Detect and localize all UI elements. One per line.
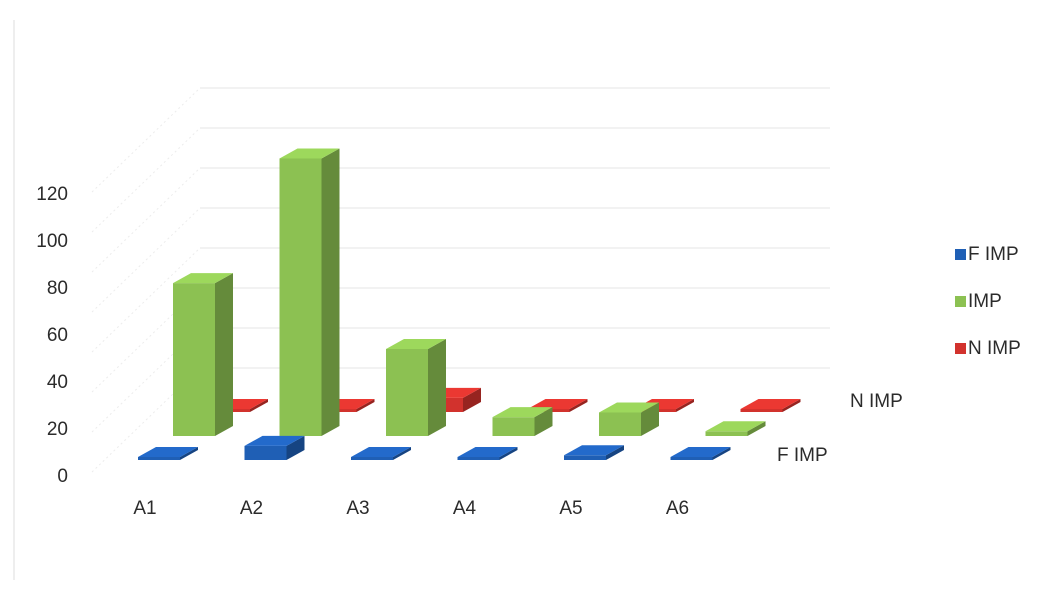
bar-side xyxy=(534,407,553,436)
bar-top xyxy=(492,407,553,418)
depth-axis-label: F IMP xyxy=(777,445,828,466)
bar-front xyxy=(173,283,215,436)
bar-front xyxy=(138,457,180,460)
gridline-side xyxy=(91,127,201,233)
bar-imp-a2 xyxy=(279,148,340,437)
depth-axis-label: N IMP xyxy=(850,391,903,412)
legend-item: N IMP xyxy=(955,338,1021,359)
bar-imp-a4 xyxy=(492,407,553,436)
legend-label: F IMP xyxy=(968,244,1019,265)
bar-side xyxy=(782,399,801,412)
bar-front xyxy=(244,445,287,460)
bar-front xyxy=(705,431,748,436)
legend-label: N IMP xyxy=(968,338,1021,359)
bar-front xyxy=(386,348,428,436)
bar-side xyxy=(641,402,659,436)
gridline-side xyxy=(91,167,201,273)
bar-top xyxy=(457,447,518,457)
y-tick-label: 20 xyxy=(47,419,68,440)
y-tick-label: 100 xyxy=(36,231,68,252)
x-tick-label: A2 xyxy=(240,498,263,519)
y-tick-label: 120 xyxy=(36,184,68,205)
bar-f-imp-a6 xyxy=(670,447,731,460)
bar-side xyxy=(499,447,518,460)
bar-side xyxy=(180,447,198,460)
bar-top xyxy=(138,447,198,457)
legend-swatch xyxy=(955,249,966,260)
bar-front xyxy=(740,409,783,412)
legend-swatch xyxy=(955,343,966,354)
bar-front xyxy=(599,412,641,436)
bar-imp-a6 xyxy=(705,421,766,436)
bar-f-imp-a2 xyxy=(244,435,305,460)
legend: F IMP IMP N IMP xyxy=(955,244,1021,359)
bar-front xyxy=(670,457,713,460)
bar-front xyxy=(279,158,322,437)
x-tick-label: A3 xyxy=(346,498,369,519)
bar-side xyxy=(569,399,588,412)
bar-top xyxy=(564,445,624,456)
bar-imp-a5 xyxy=(599,402,659,436)
y-tick-label: 60 xyxy=(47,325,68,346)
bar-side xyxy=(428,338,446,436)
bar-front xyxy=(351,457,393,460)
bar-f-imp-a1 xyxy=(138,447,198,460)
bar-side xyxy=(606,445,624,460)
bar-top xyxy=(173,273,233,284)
labels: 0 20 40 60 80 100 120 A1 A2 A3 A4 A5 A6 N IMP F IMP xyxy=(36,184,902,519)
bar-side xyxy=(676,399,694,412)
y-tick-label: 80 xyxy=(47,278,68,299)
x-tick-label: A1 xyxy=(133,498,156,519)
bar-side xyxy=(747,421,766,436)
y-tick-label: 40 xyxy=(47,372,68,393)
legend-item: IMP xyxy=(955,291,1002,312)
bar-imp-a3 xyxy=(386,338,446,436)
bar-f-imp-a4 xyxy=(457,447,518,460)
bar-front xyxy=(492,417,535,436)
bar-side xyxy=(393,447,411,460)
bar-side xyxy=(356,399,375,412)
bar-side xyxy=(463,387,481,412)
bar-front xyxy=(457,457,500,460)
legend-item: F IMP xyxy=(955,244,1019,265)
x-tick-label: A5 xyxy=(559,498,582,519)
y-tick-label: 0 xyxy=(57,466,68,487)
bar-top xyxy=(351,447,411,457)
bar-front xyxy=(564,455,606,460)
gridline-side xyxy=(91,87,201,193)
bar-top xyxy=(670,447,731,457)
bar-top xyxy=(527,399,588,409)
legend-label: IMP xyxy=(968,291,1002,312)
x-tick-label: A6 xyxy=(666,498,689,519)
bar-top xyxy=(244,435,305,446)
bar-imp-a1 xyxy=(173,273,233,436)
bar-side xyxy=(286,435,305,460)
bar-top xyxy=(740,399,801,409)
bar-top xyxy=(279,148,340,159)
bar-side xyxy=(712,447,731,460)
bar-side xyxy=(250,399,268,412)
legend-swatch xyxy=(955,296,966,307)
x-tick-label: A4 xyxy=(453,498,477,519)
bar-top xyxy=(705,421,766,432)
bar-top xyxy=(386,338,446,349)
bar-n-imp-a6 xyxy=(740,399,801,412)
bars xyxy=(138,148,801,460)
bar-f-imp-a3 xyxy=(351,447,411,460)
bar-side xyxy=(215,273,233,436)
bar-side xyxy=(321,148,340,437)
bar-top xyxy=(599,402,659,413)
bar-f-imp-a5 xyxy=(564,445,624,460)
